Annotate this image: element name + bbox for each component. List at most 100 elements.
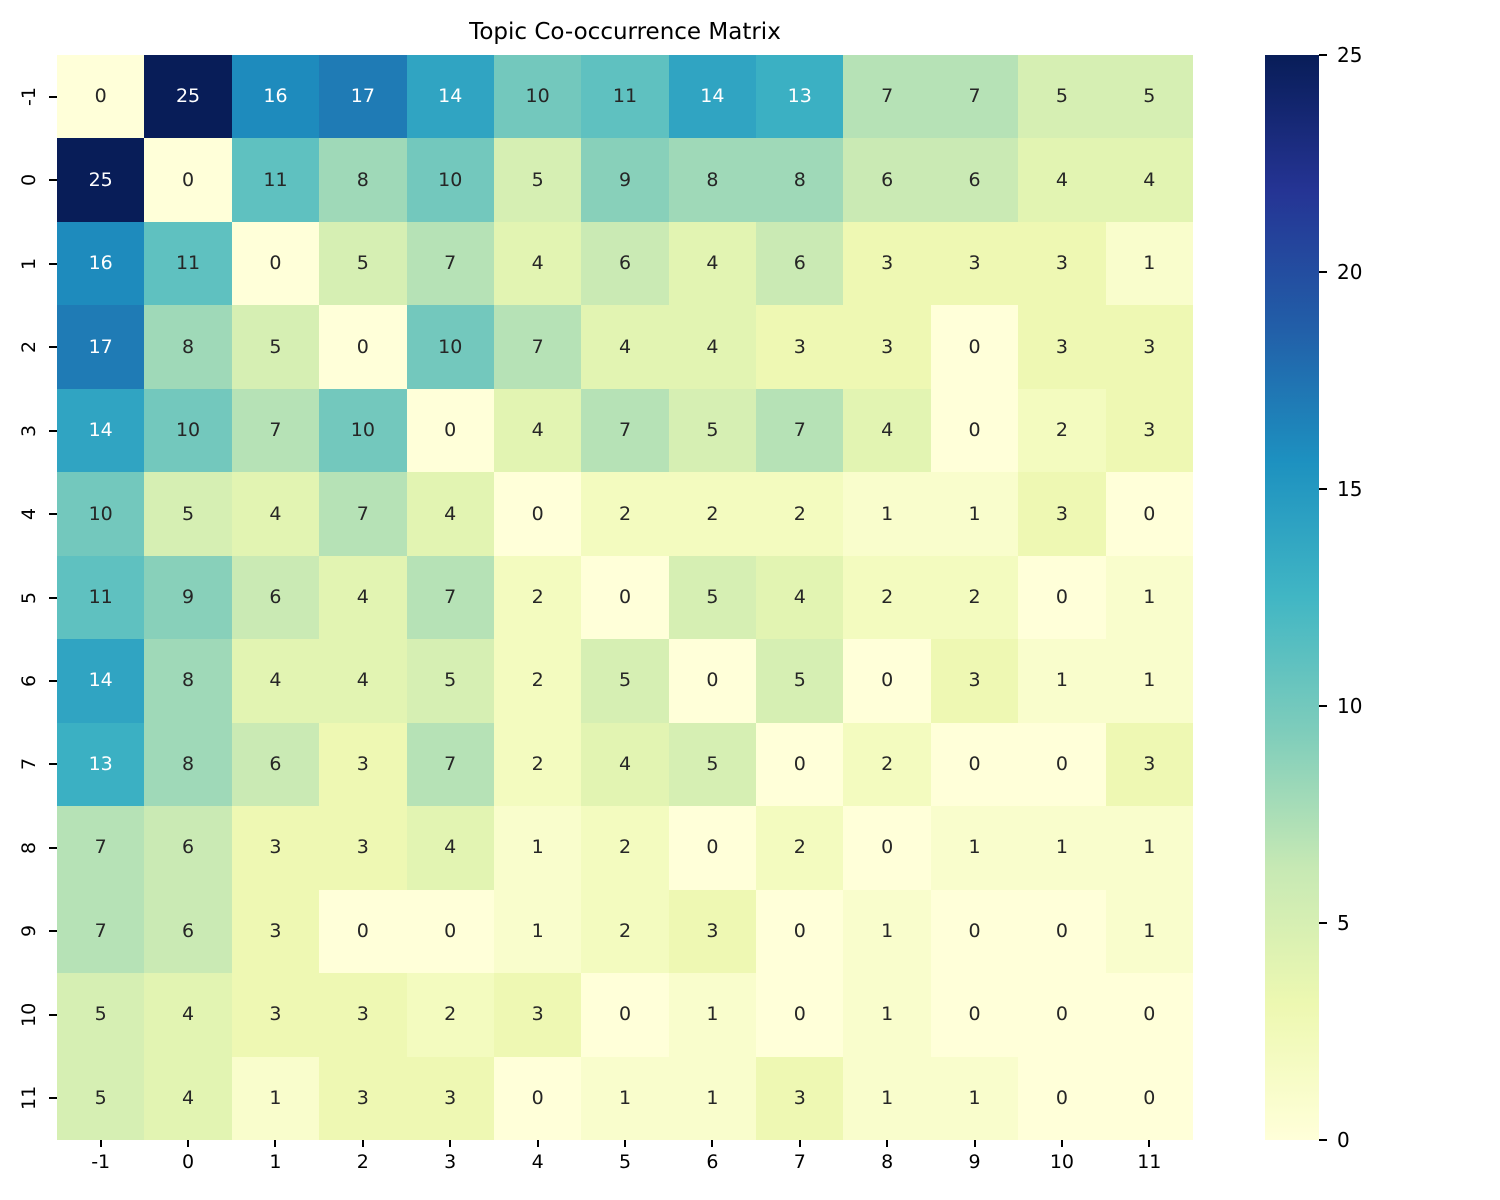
heatmap-cell: 3 [231, 806, 320, 890]
cell-value: 5 [1143, 85, 1156, 108]
cell-value: 6 [881, 168, 894, 191]
x-tick-mark [361, 1140, 364, 1147]
cell-value: 0 [444, 919, 457, 942]
heatmap-cell: 5 [231, 305, 320, 389]
cell-value: 1 [269, 1086, 282, 1109]
heatmap-cell: 8 [319, 138, 407, 222]
heatmap-cell: 16 [231, 55, 320, 139]
cell-value: 1 [881, 1003, 894, 1026]
heatmap-cell: 2 [756, 472, 844, 556]
heatmap-cell: 0 [144, 138, 232, 222]
heatmap-cell: 8 [144, 305, 232, 389]
heatmap-cell: 8 [144, 722, 232, 807]
y-tick-label: 7 [18, 758, 40, 771]
cell-value: 3 [1055, 252, 1068, 275]
heatmap-cell: 7 [406, 722, 494, 807]
heatmap-cell: 0 [1105, 472, 1193, 556]
cell-value: 5 [94, 1086, 107, 1109]
colorbar-tick-mark [1319, 488, 1327, 490]
heatmap-cell: 16 [57, 221, 145, 306]
y-tick-mark [49, 262, 57, 265]
heatmap-cell: 7 [57, 889, 145, 974]
colorbar-tick-mark [1319, 922, 1327, 924]
cell-value: 6 [182, 836, 195, 859]
heatmap-cell: 3 [231, 973, 320, 1057]
heatmap-cell: 0 [843, 806, 931, 890]
cell-value: 5 [356, 252, 369, 275]
cell-value: 4 [182, 1003, 195, 1026]
heatmap-cell: 0 [493, 1056, 582, 1140]
heatmap-cell: 0 [756, 889, 844, 974]
cell-value: 4 [1055, 168, 1068, 191]
cell-value: 17 [350, 85, 375, 108]
heatmap-cell: 0 [581, 973, 669, 1057]
cell-value: 5 [618, 669, 632, 692]
cell-value: 10 [175, 419, 201, 442]
heatmap-cell: 1 [1018, 806, 1106, 890]
cell-value: 0 [706, 836, 719, 859]
cell-value: 16 [88, 252, 113, 275]
cell-value: 4 [531, 419, 544, 442]
cell-value: 3 [968, 669, 981, 692]
cell-value: 2 [706, 502, 719, 525]
heatmap-cell: 10 [493, 55, 582, 139]
x-tick-mark [536, 1140, 539, 1147]
cell-value: 0 [1143, 502, 1156, 525]
heatmap-cell: 1 [843, 1056, 931, 1140]
heatmap-cell: 5 [668, 388, 757, 473]
heatmap-cell: 0 [57, 55, 145, 139]
heatmap-cell: 14 [668, 55, 757, 139]
cell-value: 3 [1143, 419, 1156, 442]
heatmap-cell: 3 [1105, 722, 1193, 807]
heatmap-cell: 11 [231, 138, 320, 222]
cell-value: 5 [269, 335, 282, 358]
cell-value: 3 [793, 1086, 806, 1109]
cell-value: 8 [793, 168, 806, 191]
heatmap-cell: 5 [756, 639, 844, 723]
cell-value: 16 [263, 85, 288, 108]
heatmap-cell: 1 [581, 1056, 669, 1140]
heatmap-cell: 13 [756, 55, 844, 139]
heatmap-cell: 0 [756, 722, 844, 807]
heatmap-cell: 4 [406, 806, 494, 890]
y-tick-mark [49, 346, 57, 349]
cell-value: 14 [88, 419, 113, 442]
cell-value: 1 [1143, 919, 1156, 942]
heatmap-cell: 0 [493, 472, 582, 556]
heatmap-cell: 11 [57, 555, 145, 640]
cell-value: 0 [94, 85, 107, 108]
cell-value: 0 [793, 919, 806, 942]
x-tick-label: -1 [91, 1151, 111, 1173]
heatmap-cell: 7 [756, 388, 844, 473]
x-tick-mark [99, 1140, 102, 1147]
heatmap-cell: 4 [581, 722, 669, 807]
cell-value: 8 [706, 168, 719, 191]
heatmap-cell: 7 [319, 472, 407, 556]
y-tick-label: 1 [18, 257, 40, 270]
heatmap-cell: 5 [668, 722, 757, 807]
x-tick-mark [449, 1140, 452, 1147]
heatmap-cell: 14 [57, 388, 145, 473]
cell-value: 13 [787, 85, 812, 108]
cell-value: 0 [706, 669, 719, 692]
cell-value: 0 [1055, 585, 1068, 608]
heatmap-cell: 25 [144, 55, 232, 139]
cell-value: 7 [968, 85, 981, 108]
cell-value: 0 [793, 752, 806, 775]
heatmap-cell: 3 [756, 305, 844, 389]
cell-value: 0 [968, 1003, 981, 1026]
heatmap-cell: 6 [843, 138, 931, 222]
heatmap-cell: 1 [1018, 639, 1106, 723]
heatmap-cell: 4 [756, 555, 844, 640]
y-tick-mark [49, 596, 57, 599]
cell-value: 1 [1143, 669, 1156, 692]
heatmap-cell: 7 [57, 806, 145, 890]
cell-value: 10 [525, 85, 550, 108]
heatmap-cell: 5 [57, 973, 145, 1057]
heatmap-cell: 1 [493, 806, 582, 890]
heatmap-cell: 4 [581, 305, 669, 389]
heatmap-cell: 4 [493, 388, 582, 473]
cell-value: 10 [438, 335, 463, 358]
y-tick-label: 11 [18, 1086, 40, 1111]
cell-value: 17 [88, 335, 113, 358]
